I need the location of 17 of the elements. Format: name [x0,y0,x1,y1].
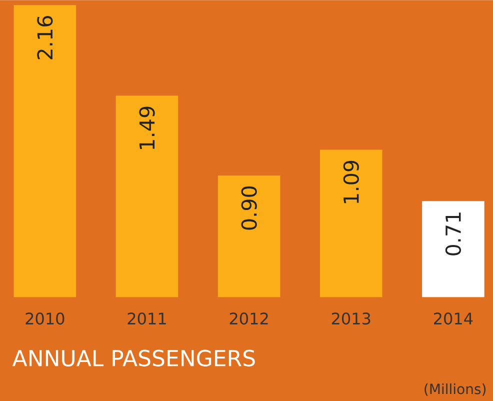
x-tick-label: 2012 [230,312,268,325]
bar [116,96,178,298]
text: ANNUAL PASSENGERS [12,350,255,366]
data-label: 0.90 [241,186,257,230]
bar [422,201,484,298]
x-tick-label: 2014 [434,312,473,325]
data-label: 1.09 [343,160,359,204]
text: (Millions) [424,383,486,396]
x-tick-label: 2011 [128,312,166,325]
x-tick-label: 2013 [332,312,370,325]
x-tick-label: 2010 [26,312,64,325]
bar [320,150,382,298]
bar [218,175,280,298]
data-label: 1.49 [139,106,155,149]
bar [14,5,76,298]
data-label: 2.16 [37,16,53,60]
data-label: 0.71 [445,212,462,256]
